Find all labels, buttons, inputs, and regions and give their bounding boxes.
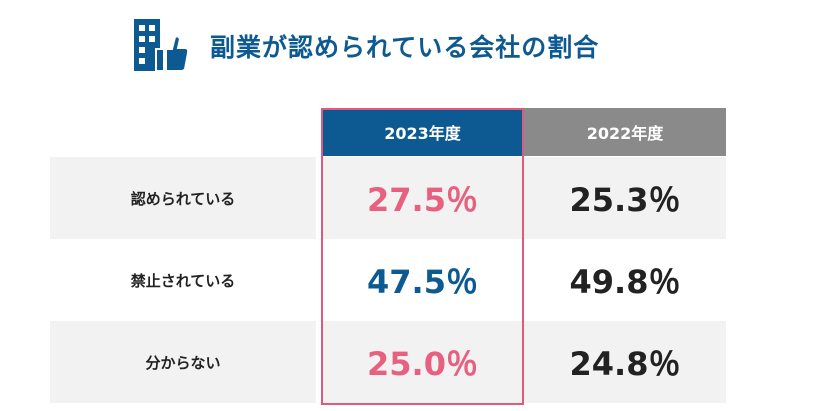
header-2022: 2022年度	[524, 108, 726, 156]
comparison-table: 2023年度 2022年度 認められている 27.5％ 25.3％ 禁止されてい…	[50, 108, 726, 408]
value-2022: 24.8％	[569, 345, 681, 383]
value-2023: 27.5％	[367, 181, 478, 219]
row-label: 禁止されている	[130, 271, 236, 290]
value-2023: 25.0％	[367, 345, 478, 383]
row-label: 分からない	[145, 353, 221, 372]
value-2022: 49.8％	[569, 263, 681, 301]
title-row: 副業が認められている会社の割合	[132, 14, 599, 78]
page-title: 副業が認められている会社の割合	[210, 33, 600, 62]
header-2023: 2023年度	[322, 108, 523, 156]
table-row	[50, 157, 726, 239]
row-divider	[316, 321, 322, 403]
value-2023: 47.5％	[367, 263, 478, 301]
building-thumbs-up-icon	[134, 19, 190, 72]
row-divider	[316, 157, 322, 239]
value-2022: 25.3％	[569, 181, 681, 219]
table-row	[50, 321, 726, 403]
row-label: 認められている	[130, 189, 236, 208]
